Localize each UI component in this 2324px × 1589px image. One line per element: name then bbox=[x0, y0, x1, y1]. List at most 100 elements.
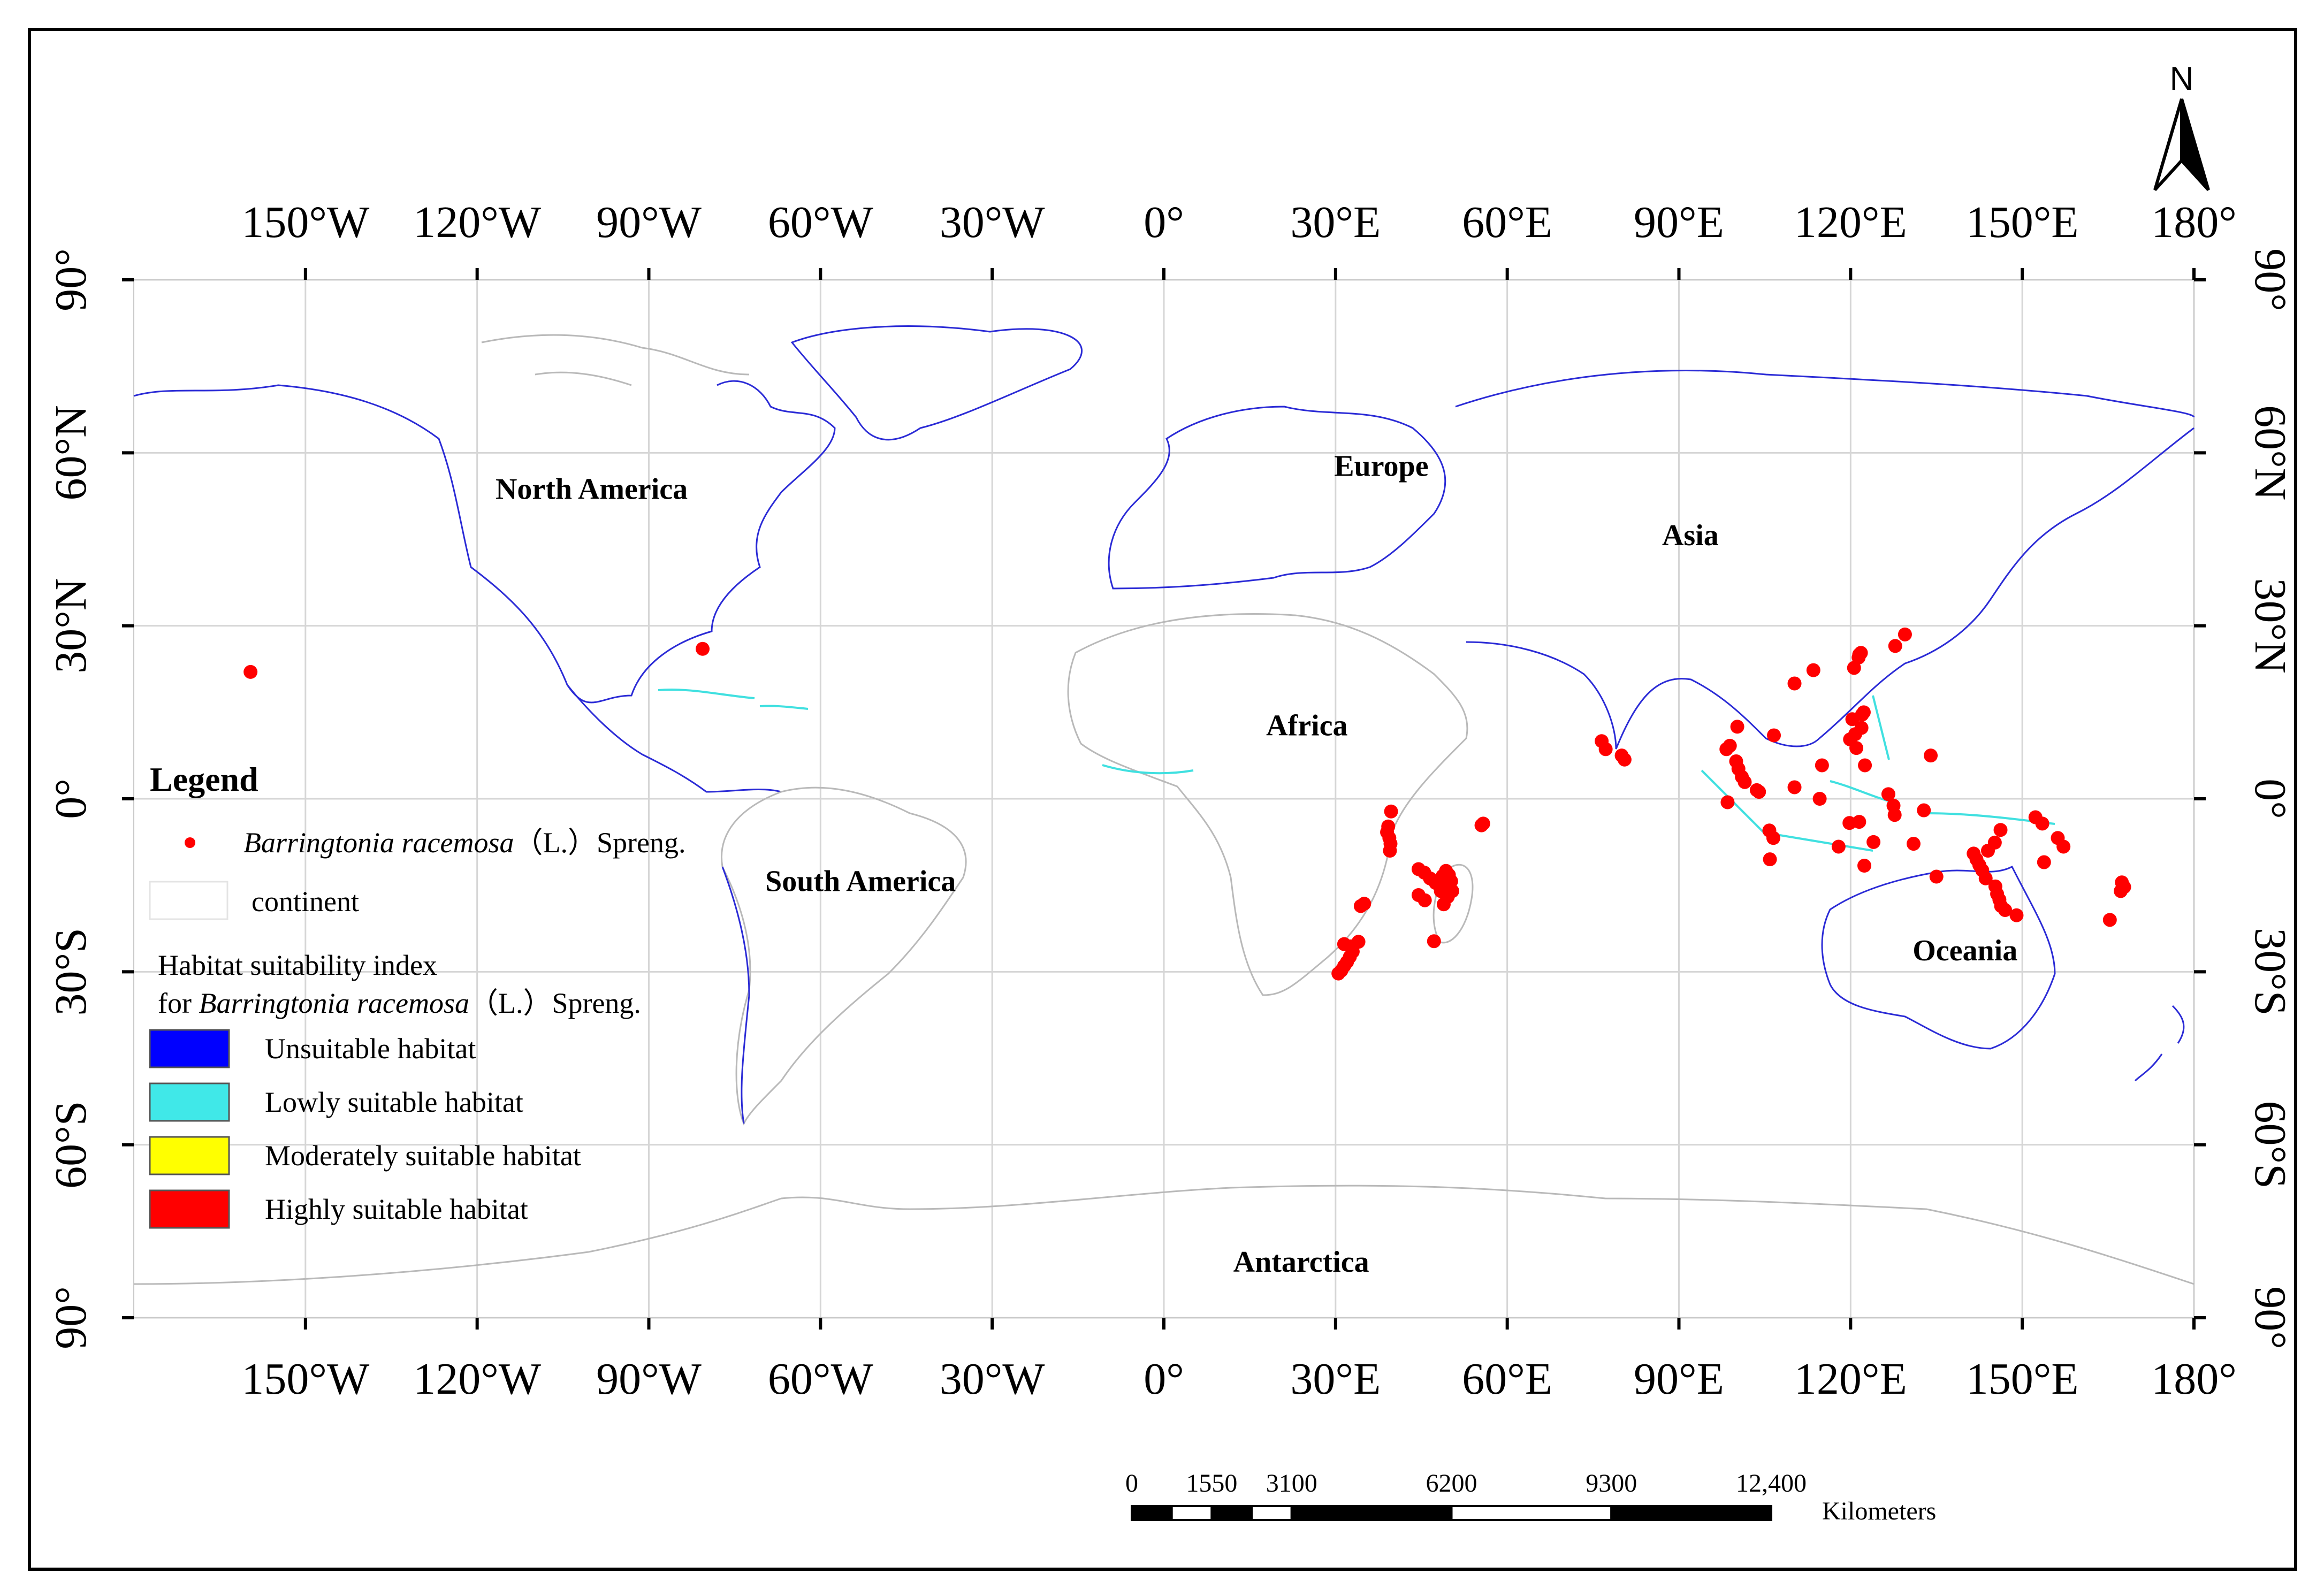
occurrence-point bbox=[1888, 639, 1902, 653]
legend-continent-label: continent bbox=[252, 885, 359, 918]
scale-segment bbox=[1450, 1505, 1613, 1521]
lon-label-top: 120°W bbox=[413, 197, 542, 247]
occurrence-point bbox=[1857, 859, 1871, 873]
continent-label: Europe bbox=[1334, 449, 1428, 483]
lon-label-bottom: 150°W bbox=[241, 1354, 370, 1404]
coast-south-america bbox=[721, 786, 967, 1126]
occurrence-point bbox=[1831, 839, 1846, 854]
lat-label-right: 90° bbox=[2245, 248, 2295, 311]
occurrence-point bbox=[1887, 808, 1902, 822]
scale-bar: 0 1550 3100 6200 9300 12,400 Kilometers bbox=[1125, 1469, 1936, 1525]
lon-label-top: 0° bbox=[1144, 197, 1184, 247]
occurrence-point bbox=[2114, 884, 2128, 898]
legend-index-species: Barringtonia racemosa bbox=[199, 987, 469, 1019]
occurrence-point bbox=[1436, 897, 1451, 912]
occurrence-point bbox=[1843, 732, 1857, 746]
occurrence-point bbox=[1812, 792, 1827, 806]
lat-label-left: 30°S bbox=[46, 928, 96, 1015]
legend-species-name: Barringtonia racemosa bbox=[243, 827, 514, 859]
lon-label-top: 120°E bbox=[1794, 197, 1907, 247]
axis-ticks: 150°W 150°W 120°W 120°W 90°W 90°W 60°W 60°W 30°W… bbox=[46, 197, 2295, 1404]
occurrence-point bbox=[1987, 835, 2002, 850]
legend-title: Legend bbox=[150, 760, 258, 798]
occurrence-point bbox=[1720, 795, 1735, 809]
occurrence-point bbox=[1856, 705, 1871, 720]
occurrence-point bbox=[1851, 650, 1866, 664]
lat-label-left: 0° bbox=[46, 778, 96, 819]
scale-segment bbox=[1290, 1505, 1453, 1521]
north-arrow-icon-dark bbox=[2180, 98, 2210, 192]
lon-label-bottom: 150°E bbox=[1966, 1354, 2079, 1404]
occurrence-point bbox=[1847, 661, 1861, 675]
occurrence-point bbox=[1427, 934, 1441, 949]
occurrence-point bbox=[1766, 831, 1780, 845]
scale-segment bbox=[1610, 1505, 1772, 1521]
continent-label: Antarctica bbox=[1233, 1246, 1369, 1279]
legend-class-label: Moderately suitable habitat bbox=[265, 1140, 581, 1172]
coast-antarctica bbox=[133, 1185, 2195, 1285]
lon-label-top: 30°E bbox=[1290, 197, 1381, 247]
legend-index-title-line2: for Barringtonia racemosa（L.）Spreng. bbox=[158, 987, 641, 1019]
occurrence-point bbox=[1815, 758, 1829, 773]
occurrence-point bbox=[1476, 816, 1490, 831]
occurrence-point bbox=[1806, 663, 1820, 677]
occurrence-point bbox=[1924, 748, 1938, 763]
legend-index-author: （L.）Spreng. bbox=[469, 987, 641, 1019]
legend-class-label: Lowly suitable habitat bbox=[265, 1086, 523, 1118]
occurrence-point bbox=[1898, 627, 1912, 641]
legend: Legend Barringtonia racemosa（L.）Spreng. … bbox=[149, 760, 685, 1229]
north-arrow-label: N bbox=[2170, 60, 2194, 97]
occurrence-point bbox=[2037, 855, 2051, 869]
lon-label-bottom: 120°W bbox=[413, 1354, 542, 1404]
lon-label-top: 90°E bbox=[1634, 197, 1724, 247]
occurrence-point bbox=[1763, 852, 1777, 867]
occurrence-point bbox=[1752, 785, 1766, 799]
occurrence-point bbox=[1858, 758, 1872, 773]
coast-caribbean bbox=[658, 688, 809, 710]
occurrence-point bbox=[1787, 780, 1802, 795]
coast-new-zealand bbox=[2134, 1005, 2185, 1082]
lon-label-top: 90°W bbox=[596, 197, 702, 247]
occurrence-point bbox=[1767, 728, 1781, 743]
legend-classes: Unsuitable habitat Lowly suitable habitat… bbox=[149, 1029, 581, 1229]
occurrence-point bbox=[1852, 815, 1866, 829]
occurrence-points bbox=[243, 627, 2131, 981]
occurrence-point bbox=[1866, 835, 1881, 849]
continent-labels: North America Europe Asia Africa South Ameri… bbox=[496, 449, 2017, 1278]
occurrence-point bbox=[1978, 871, 1993, 885]
continent-label: Asia bbox=[1662, 519, 1719, 552]
occurrence-point bbox=[1917, 803, 1931, 818]
lat-label-left: 90° bbox=[46, 248, 96, 311]
occurrence-point bbox=[1614, 748, 1629, 763]
lon-label-top: 150°E bbox=[1966, 197, 2079, 247]
lon-label-bottom: 90°E bbox=[1634, 1354, 1724, 1404]
occurrence-point bbox=[2035, 816, 2049, 831]
occurrence-point bbox=[696, 641, 710, 656]
coast-asia-north bbox=[1455, 370, 2195, 418]
occurrence-point bbox=[1738, 775, 1752, 789]
scale-segment bbox=[1131, 1505, 1173, 1521]
scale-segments bbox=[1131, 1505, 1772, 1521]
scale-label: 6200 bbox=[1426, 1469, 1477, 1498]
coast-europe bbox=[1108, 406, 1446, 590]
legend-class-swatch bbox=[149, 1082, 230, 1122]
coast-south-america-west bbox=[721, 866, 750, 1124]
scale-labels: 0 1550 3100 6200 9300 12,400 bbox=[1125, 1469, 1807, 1498]
scale-label: 12,400 bbox=[1736, 1469, 1807, 1498]
legend-index-title-line1: Habitat suitability index bbox=[158, 949, 437, 981]
scale-label: 0 bbox=[1125, 1469, 1138, 1498]
legend-class-swatch bbox=[149, 1029, 230, 1068]
lon-label-bottom: 30°W bbox=[940, 1354, 1046, 1404]
occurrence-point bbox=[1906, 837, 1921, 851]
occurrence-point bbox=[2009, 908, 2024, 922]
scale-label: 1550 bbox=[1186, 1469, 1237, 1498]
scale-segment bbox=[1251, 1505, 1293, 1521]
coast-north-america bbox=[133, 380, 836, 704]
legend-class-swatch bbox=[149, 1189, 230, 1229]
occurrence-point bbox=[1730, 720, 1744, 734]
lat-label-left: 90° bbox=[46, 1286, 96, 1349]
occurrence-point bbox=[1993, 823, 2008, 837]
continent-label: North America bbox=[496, 473, 688, 506]
occurrence-point bbox=[1418, 893, 1432, 907]
